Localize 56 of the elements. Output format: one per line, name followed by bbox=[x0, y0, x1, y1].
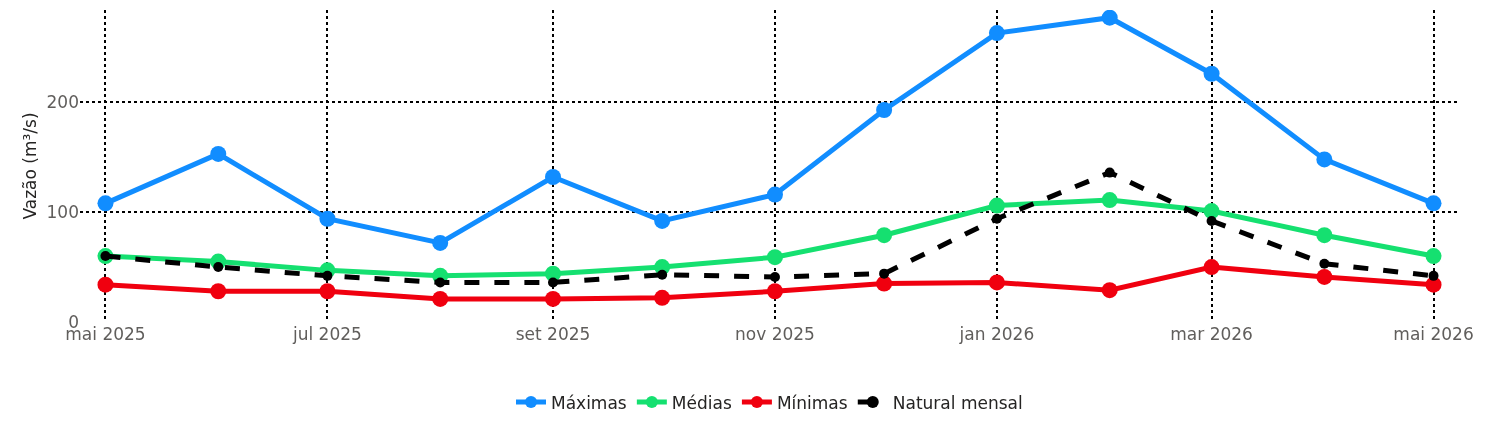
point bbox=[548, 277, 559, 288]
point bbox=[991, 213, 1002, 224]
y-tick-label: 200 bbox=[46, 92, 79, 113]
x-tick-label: jan 2026 bbox=[958, 324, 1035, 344]
point bbox=[1428, 270, 1439, 281]
point bbox=[1316, 268, 1333, 285]
point bbox=[879, 268, 890, 279]
point bbox=[97, 276, 114, 293]
x-tick-label: mar 2026 bbox=[1170, 324, 1253, 344]
y-tick-label: 100 bbox=[46, 202, 79, 223]
point bbox=[213, 262, 224, 273]
point bbox=[1425, 248, 1442, 265]
point bbox=[769, 271, 780, 282]
point bbox=[657, 269, 668, 280]
point bbox=[988, 25, 1005, 42]
point bbox=[876, 227, 893, 244]
point bbox=[319, 283, 336, 300]
x-tick-label: set 2025 bbox=[515, 324, 591, 344]
point bbox=[210, 145, 227, 162]
point bbox=[545, 168, 562, 185]
legend-label: Natural mensal bbox=[892, 392, 1023, 413]
point bbox=[654, 212, 671, 229]
x-tick-label: nov 2025 bbox=[735, 324, 815, 344]
point bbox=[319, 210, 336, 227]
point bbox=[1203, 65, 1220, 82]
x-tick-label: jul 2025 bbox=[291, 324, 362, 344]
point bbox=[1316, 151, 1333, 168]
point bbox=[1101, 10, 1118, 26]
y-axis-title: Vazão (m³/s) bbox=[20, 112, 40, 220]
point bbox=[545, 290, 562, 307]
point bbox=[1101, 192, 1118, 209]
point bbox=[988, 197, 1005, 214]
point bbox=[432, 290, 449, 307]
point bbox=[1203, 259, 1220, 276]
legend-label: Médias bbox=[671, 392, 732, 413]
point bbox=[1206, 215, 1217, 226]
point bbox=[1319, 258, 1330, 269]
point bbox=[210, 283, 227, 300]
point bbox=[766, 249, 783, 266]
point bbox=[1104, 167, 1115, 178]
point bbox=[1425, 195, 1442, 212]
point bbox=[766, 283, 783, 300]
legend-label: Máximas bbox=[551, 392, 627, 413]
point bbox=[1316, 227, 1333, 244]
point bbox=[876, 275, 893, 292]
point bbox=[654, 289, 671, 306]
point bbox=[766, 186, 783, 203]
point bbox=[435, 277, 446, 288]
point bbox=[876, 101, 893, 118]
x-tick-label: mai 2026 bbox=[1393, 324, 1474, 344]
point bbox=[322, 270, 333, 281]
legend-label: Mínimas bbox=[776, 392, 848, 413]
point bbox=[988, 274, 1005, 291]
point bbox=[1101, 282, 1118, 299]
point bbox=[432, 234, 449, 251]
point bbox=[97, 195, 114, 212]
